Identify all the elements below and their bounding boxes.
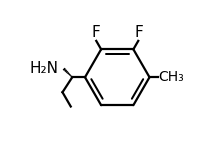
Text: CH₃: CH₃ — [158, 70, 184, 84]
Text: F: F — [135, 25, 143, 40]
Text: F: F — [91, 25, 100, 40]
Text: H₂N: H₂N — [29, 61, 58, 76]
